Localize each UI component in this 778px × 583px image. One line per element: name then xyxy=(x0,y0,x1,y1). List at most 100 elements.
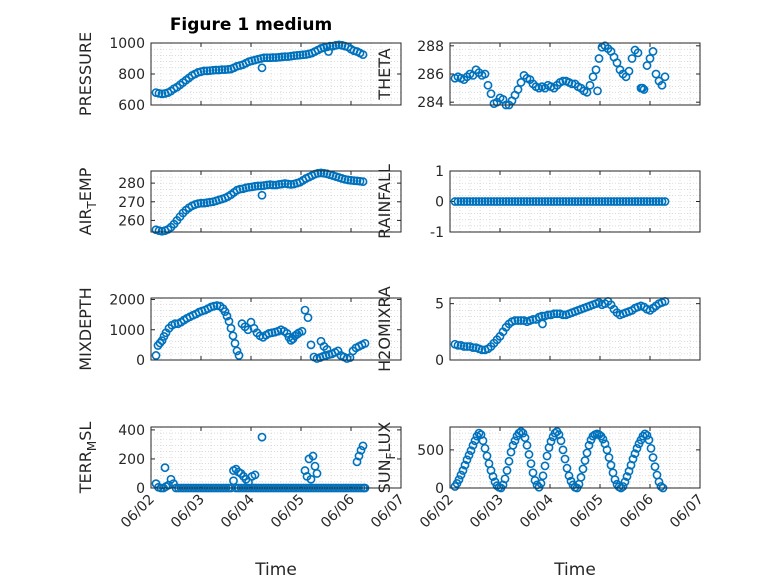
data-point xyxy=(594,197,604,206)
data-point xyxy=(504,456,514,466)
data-point xyxy=(602,445,612,455)
data-point xyxy=(638,431,648,441)
data-point xyxy=(642,197,652,206)
data-point xyxy=(474,428,484,438)
data-point xyxy=(243,325,253,335)
data-point xyxy=(618,482,628,491)
y-axis-label: SUNFLUX xyxy=(375,422,398,494)
data-point xyxy=(262,180,272,190)
data-point xyxy=(552,197,562,206)
data-point xyxy=(524,450,534,459)
data-point xyxy=(480,197,490,206)
data-point xyxy=(600,197,610,206)
data-point xyxy=(591,197,601,206)
data-point xyxy=(303,313,313,323)
data-point xyxy=(482,451,492,461)
data-point xyxy=(471,197,481,206)
data-point xyxy=(510,197,520,206)
y-tick-label: 500 xyxy=(417,443,444,459)
data-point xyxy=(280,52,290,62)
data-point xyxy=(639,197,649,206)
data-point xyxy=(235,184,245,194)
data-point xyxy=(211,65,221,75)
axes-background xyxy=(151,427,401,488)
data-point xyxy=(468,197,478,206)
data-point xyxy=(582,87,592,97)
data-point xyxy=(196,198,206,208)
x-tick-label: 06/02 xyxy=(118,492,158,532)
data-point xyxy=(615,197,625,206)
data-point xyxy=(170,319,180,329)
data-point xyxy=(478,436,488,446)
y-axis-label: PRESSURE xyxy=(76,32,95,116)
y-tick-label: -1 xyxy=(430,225,444,241)
data-point xyxy=(513,85,523,94)
data-point xyxy=(532,480,542,490)
data-point xyxy=(358,177,368,187)
data-point xyxy=(633,48,643,58)
data-point xyxy=(462,197,472,206)
data-point xyxy=(295,50,305,60)
data-point xyxy=(214,65,224,75)
data-point xyxy=(630,197,640,206)
y-axis-label: THETA xyxy=(375,48,394,100)
data-point xyxy=(454,475,464,485)
x-tick-label: 06/03 xyxy=(467,492,507,532)
data-point xyxy=(360,338,370,348)
data-point xyxy=(155,338,165,348)
data-point xyxy=(516,78,526,87)
data-point xyxy=(657,80,667,90)
data-point xyxy=(268,180,278,190)
data-point xyxy=(456,197,466,206)
data-point xyxy=(518,428,528,438)
data-point xyxy=(157,336,167,346)
data-point xyxy=(546,197,556,206)
data-point xyxy=(480,69,490,79)
y-tick-label: 260 xyxy=(118,213,145,229)
data-point xyxy=(504,197,514,206)
data-point xyxy=(257,190,267,200)
data-point xyxy=(468,440,478,450)
data-point xyxy=(654,477,664,487)
data-point xyxy=(507,197,517,206)
y-axis-label: MIXDEPTH xyxy=(76,287,95,370)
data-point xyxy=(627,197,637,206)
data-point xyxy=(459,342,469,351)
data-point xyxy=(292,51,302,60)
axes-box xyxy=(150,170,402,233)
data-point xyxy=(283,179,293,189)
y-tick-label: 1 xyxy=(435,164,444,180)
data-point xyxy=(588,72,598,82)
data-point xyxy=(498,197,508,206)
y-tick-label: 400 xyxy=(118,423,145,439)
data-point xyxy=(546,437,556,446)
data-point xyxy=(549,309,559,319)
data-point xyxy=(570,197,580,206)
data-point xyxy=(525,197,535,206)
data-point xyxy=(250,470,260,480)
x-tick-label: 06/06 xyxy=(318,491,358,531)
data-point xyxy=(597,197,607,206)
data-point xyxy=(271,53,281,62)
data-point xyxy=(297,326,307,336)
data-point xyxy=(558,197,568,206)
data-point xyxy=(226,323,236,333)
data-point xyxy=(483,80,493,90)
data-point xyxy=(591,65,601,75)
data-point xyxy=(603,197,613,206)
data-point xyxy=(579,197,589,206)
data-point xyxy=(495,197,505,206)
data-point xyxy=(205,66,215,75)
data-point xyxy=(250,181,260,191)
data-point xyxy=(560,454,570,464)
data-point xyxy=(585,80,595,90)
subplot-mixdepth: 0 1000 2000 MIXDEPTH xyxy=(76,287,402,371)
data-point xyxy=(300,305,310,315)
axes-box xyxy=(449,170,701,233)
data-point xyxy=(298,50,308,60)
data-point xyxy=(199,66,209,76)
data-point xyxy=(588,197,598,206)
x-tick-label: 06/02 xyxy=(417,492,457,532)
data-point xyxy=(466,446,476,456)
data-point xyxy=(646,443,656,453)
